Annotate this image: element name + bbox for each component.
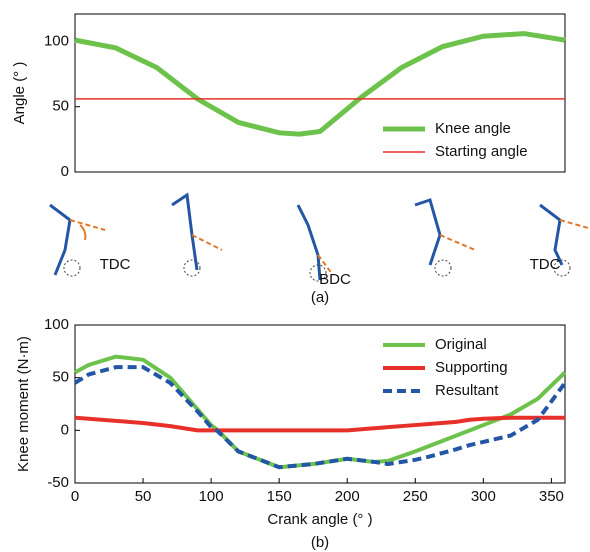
y-tick-label: 50 xyxy=(52,369,69,386)
x-tick-label: 100 xyxy=(199,488,224,505)
leg-pose xyxy=(171,192,223,277)
x-axis-label: Crank angle (° ) xyxy=(267,511,372,528)
plot-frame xyxy=(74,324,566,484)
x-tick-label: 0 xyxy=(71,488,79,505)
leg-pose xyxy=(539,203,590,277)
line-series xyxy=(74,31,566,137)
x-tick-label: 150 xyxy=(267,488,292,505)
legend-label: Original xyxy=(435,336,487,353)
legend-label: Starting angle xyxy=(435,143,528,160)
caption: (a) xyxy=(311,289,329,306)
y-tick-label: 0 xyxy=(61,421,69,438)
x-tick-label: 250 xyxy=(403,488,428,505)
line-series xyxy=(74,415,565,433)
leg-pose xyxy=(296,204,334,282)
annotation: BDC xyxy=(319,271,351,288)
x-tick-label: 200 xyxy=(335,488,360,505)
legend-label: Resultant xyxy=(435,382,499,399)
y-tick-label: -50 xyxy=(47,474,69,491)
x-tick-label: 350 xyxy=(539,488,564,505)
leg-diagrams xyxy=(49,192,590,282)
legend-label: Supporting xyxy=(435,359,508,376)
legend-label: Knee angle xyxy=(435,120,511,137)
x-tick-label: 50 xyxy=(135,488,152,505)
y-tick-label: 100 xyxy=(44,316,69,333)
y-tick-label: 100 xyxy=(44,32,69,49)
y-axis-label: Knee moment (N·m) xyxy=(15,336,32,472)
leg-pose xyxy=(49,203,106,277)
leg-pose xyxy=(414,198,476,277)
line-series xyxy=(73,365,567,470)
y-tick-label: 50 xyxy=(52,98,69,115)
annotation: TDC xyxy=(530,256,561,273)
caption: (b) xyxy=(311,534,329,551)
annotation: TDC xyxy=(100,256,131,273)
plot-frame xyxy=(74,13,566,173)
x-tick-label: 300 xyxy=(471,488,496,505)
y-tick-label: 0 xyxy=(61,163,69,180)
y-axis-label: Angle (° ) xyxy=(11,62,28,125)
